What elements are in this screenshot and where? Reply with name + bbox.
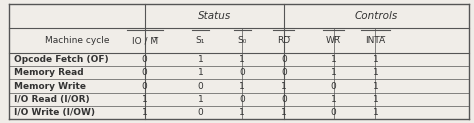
Text: 0: 0 (331, 108, 337, 117)
Text: 1: 1 (373, 108, 378, 117)
Text: 1: 1 (142, 95, 147, 104)
Text: IO / M̅: IO / M̅ (131, 36, 158, 45)
Text: 0: 0 (142, 82, 147, 91)
Text: Controls: Controls (355, 11, 398, 21)
Text: 1: 1 (198, 55, 203, 64)
Text: 1: 1 (373, 82, 378, 91)
Text: 1: 1 (373, 95, 378, 104)
Text: Opcode Fetch (OF): Opcode Fetch (OF) (14, 55, 109, 64)
Text: 0: 0 (281, 55, 287, 64)
Text: 1: 1 (331, 95, 337, 104)
Text: 1: 1 (198, 68, 203, 77)
Text: I/O Read (I/OR): I/O Read (I/OR) (14, 95, 90, 104)
Text: 1: 1 (281, 82, 287, 91)
Text: INTA̅: INTA̅ (365, 36, 385, 45)
Text: 0: 0 (198, 108, 203, 117)
Text: 0: 0 (281, 95, 287, 104)
Text: Memory Read: Memory Read (14, 68, 84, 77)
Text: S₀: S₀ (237, 36, 247, 45)
Text: 0: 0 (142, 55, 147, 64)
Text: 1: 1 (331, 55, 337, 64)
Text: Memory Write: Memory Write (14, 82, 86, 91)
Text: 1: 1 (198, 95, 203, 104)
Text: Machine cycle: Machine cycle (45, 36, 109, 45)
Text: 0: 0 (239, 95, 245, 104)
Text: 0: 0 (281, 68, 287, 77)
Text: S₁: S₁ (196, 36, 205, 45)
Text: 1: 1 (239, 108, 245, 117)
Text: 1: 1 (373, 68, 378, 77)
Text: 0: 0 (239, 68, 245, 77)
Text: RD̅: RD̅ (277, 36, 291, 45)
Text: 1: 1 (373, 55, 378, 64)
Text: 1: 1 (281, 108, 287, 117)
Text: 0: 0 (331, 82, 337, 91)
Text: WR̅: WR̅ (326, 36, 341, 45)
Text: 1: 1 (239, 55, 245, 64)
Text: 0: 0 (198, 82, 203, 91)
Text: I/O Write (I/OW): I/O Write (I/OW) (14, 108, 95, 117)
Text: 0: 0 (142, 68, 147, 77)
Text: 1: 1 (239, 82, 245, 91)
Text: Status: Status (198, 11, 231, 21)
Text: 1: 1 (142, 108, 147, 117)
Text: 1: 1 (331, 68, 337, 77)
